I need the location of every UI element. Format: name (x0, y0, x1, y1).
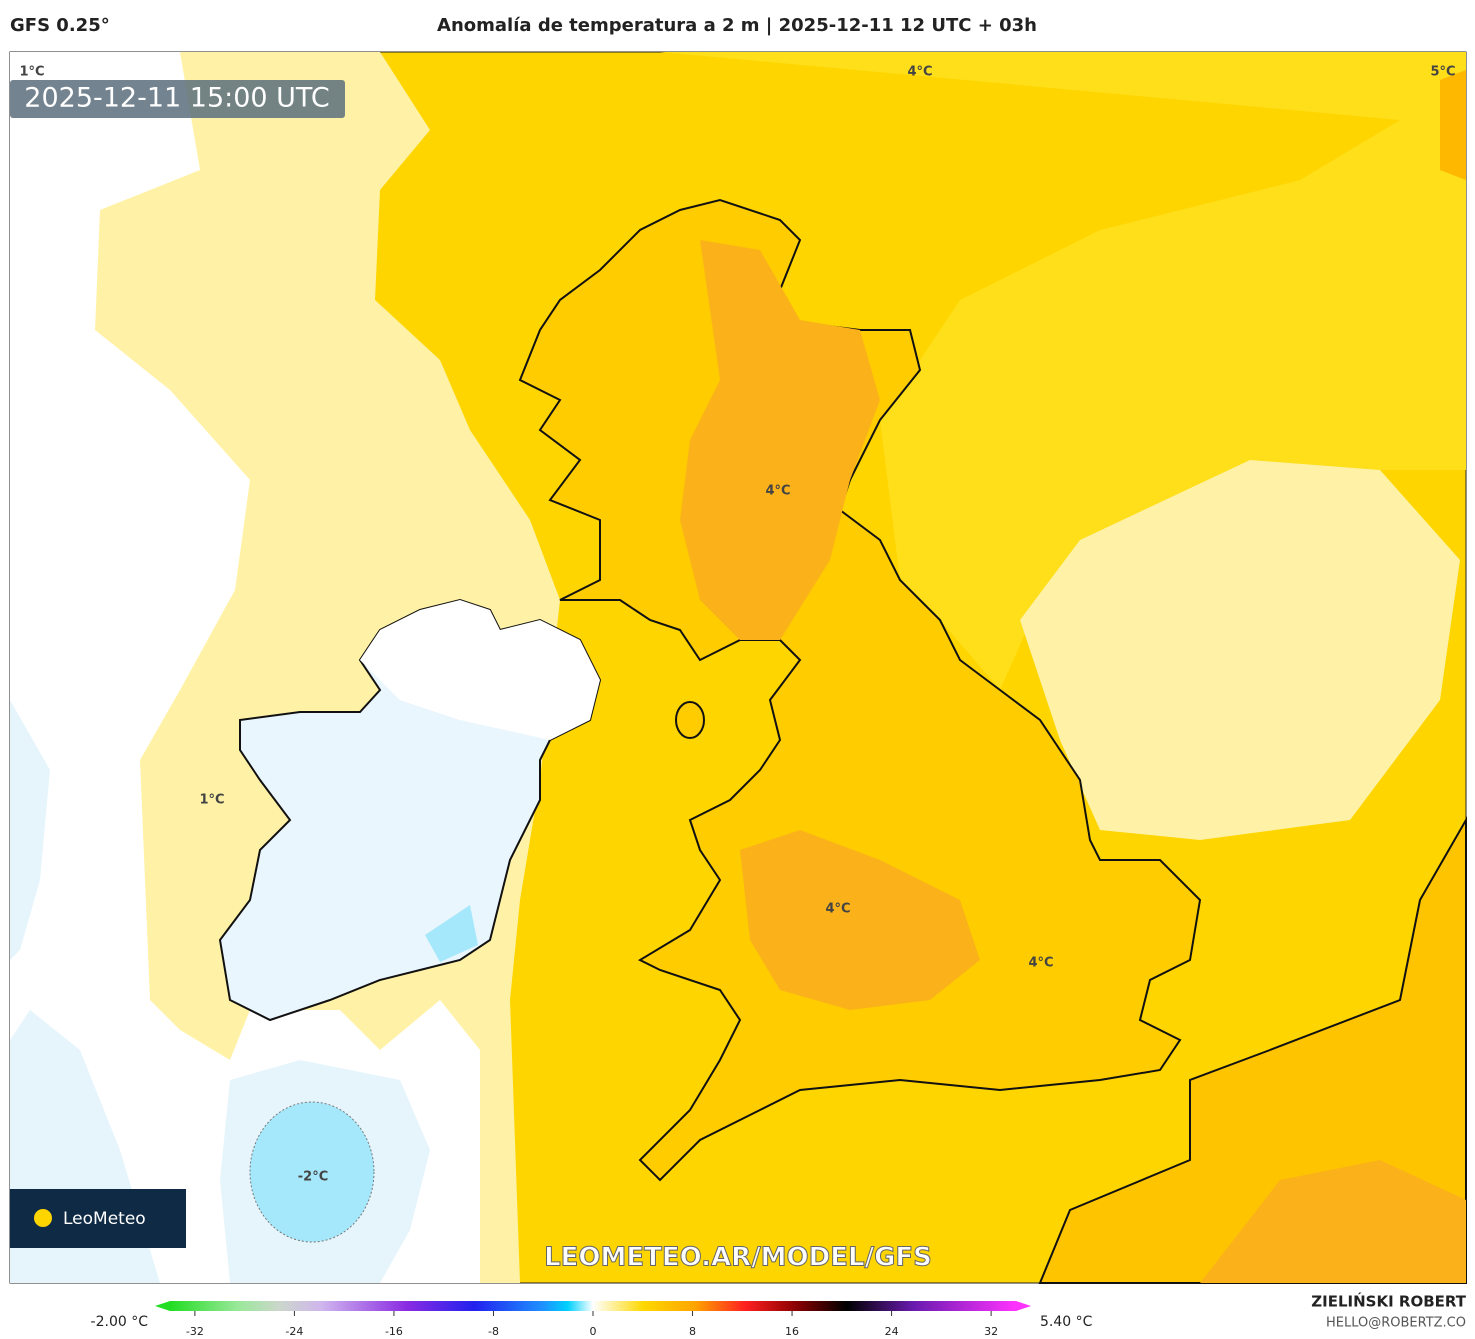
colorbar-arrow-low (155, 1301, 170, 1311)
isle-of-man (675, 701, 705, 739)
colorbar-max: 5.40 °C (1040, 1314, 1093, 1330)
watermark: LEOMETEO.AR/MODEL/GFS (544, 1243, 932, 1273)
zone-light-yellow (660, 52, 1466, 690)
contour-label: 1°C (199, 793, 224, 808)
colorbar-ramp (170, 1301, 1016, 1311)
colorbar-tick-label: -16 (385, 1325, 403, 1338)
zone-orange-ne (1440, 70, 1466, 180)
model-label: GFS 0.25° (10, 15, 110, 36)
colorbar-tick-label: 24 (885, 1325, 899, 1338)
zone-pale-east (1020, 460, 1460, 840)
ireland-cold-patch (425, 905, 478, 962)
author: ZIELIŃSKI ROBERT (1311, 1292, 1466, 1311)
timestamp: 2025-12-11 15:00 UTC (24, 83, 329, 114)
colorbar-tick-label: -8 (488, 1325, 499, 1338)
colorbar: -2.00 °C 5.40 °C -32 -24 -16 -8 0 8 16 24 32 (91, 1301, 1093, 1338)
zone-orange-scotland (680, 240, 880, 640)
contour-label: 1°C (19, 65, 44, 80)
logo-text: LeoMeteo (63, 1209, 146, 1229)
colorbar-tick-label: 16 (785, 1325, 799, 1338)
zone-blue-west (10, 700, 50, 960)
contour-label: 5°C (1430, 65, 1455, 80)
contour-label: 4°C (765, 484, 790, 499)
colorbar-tick-label: 8 (689, 1325, 696, 1338)
colorbar-tick-label: 0 (590, 1325, 597, 1338)
contour-label: 4°C (1028, 956, 1053, 971)
colorbar-tick-label: -24 (285, 1325, 303, 1338)
zone-orange-england (740, 830, 980, 1010)
contour-label: -2°C (298, 1170, 328, 1185)
zone-orange-continent (1200, 1160, 1466, 1283)
colorbar-tick-label: -32 (186, 1325, 204, 1338)
colorbar-min: -2.00 °C (91, 1314, 149, 1330)
colorbar-arrow-high (1016, 1301, 1031, 1311)
map-area: 1°C 4°C 5°C 4°C 1°C 4°C 4°C -2°C 2025-12… (9, 51, 1467, 1284)
map-title: Anomalía de temperatura a 2 m | 2025-12-… (437, 15, 1037, 36)
email: HELLO@ROBERTZ.CO (1326, 1316, 1466, 1331)
zone-white (10, 52, 480, 1283)
contour-label: 4°C (907, 65, 932, 80)
colorbar-tick-label: 32 (984, 1325, 998, 1338)
logo-sun (34, 1209, 52, 1227)
zone-cold (249, 1101, 375, 1243)
ireland-north (360, 600, 600, 740)
contour-label: 4°C (825, 902, 850, 917)
timestamp-box (10, 80, 345, 118)
